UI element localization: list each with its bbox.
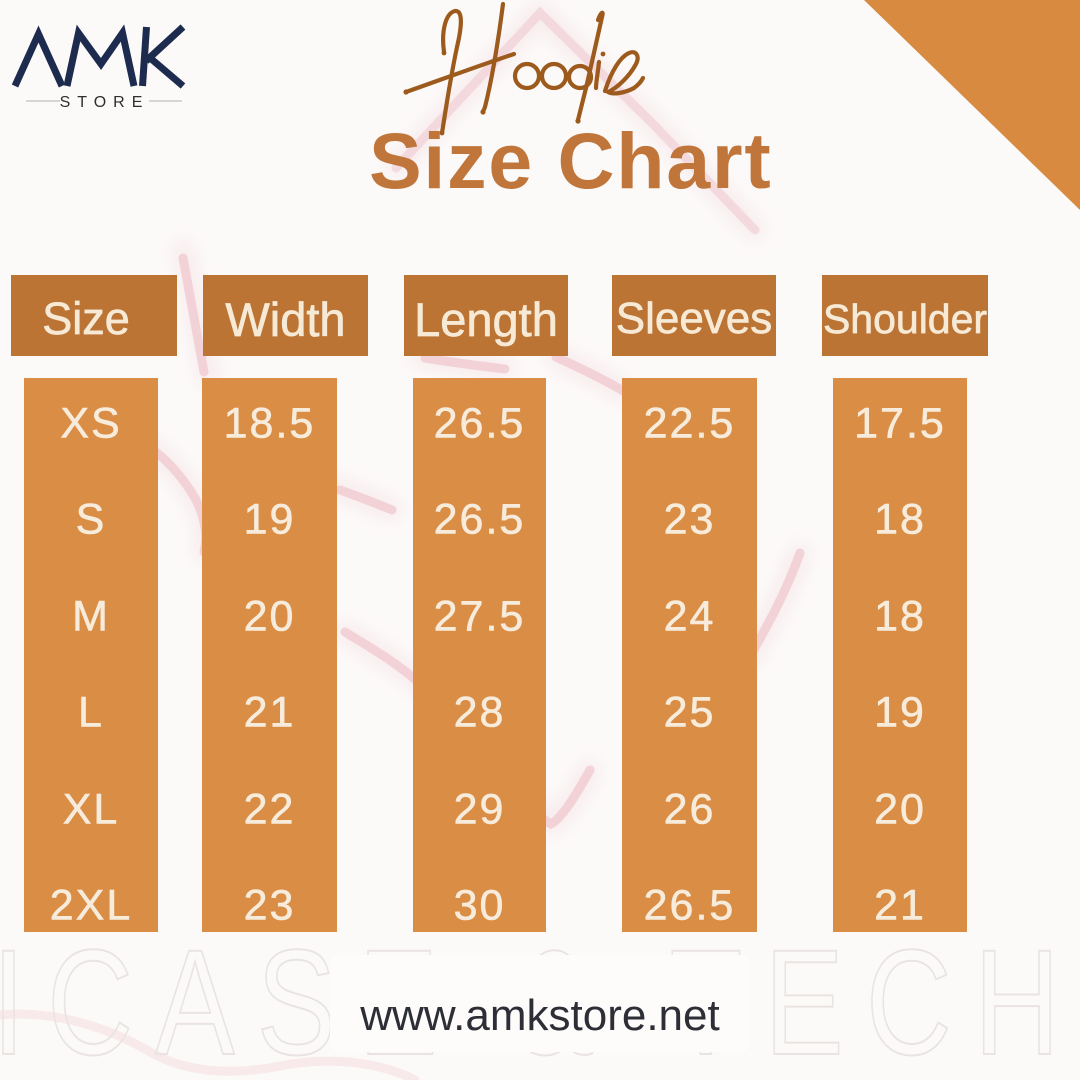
svg-text:STORE: STORE <box>60 94 150 111</box>
